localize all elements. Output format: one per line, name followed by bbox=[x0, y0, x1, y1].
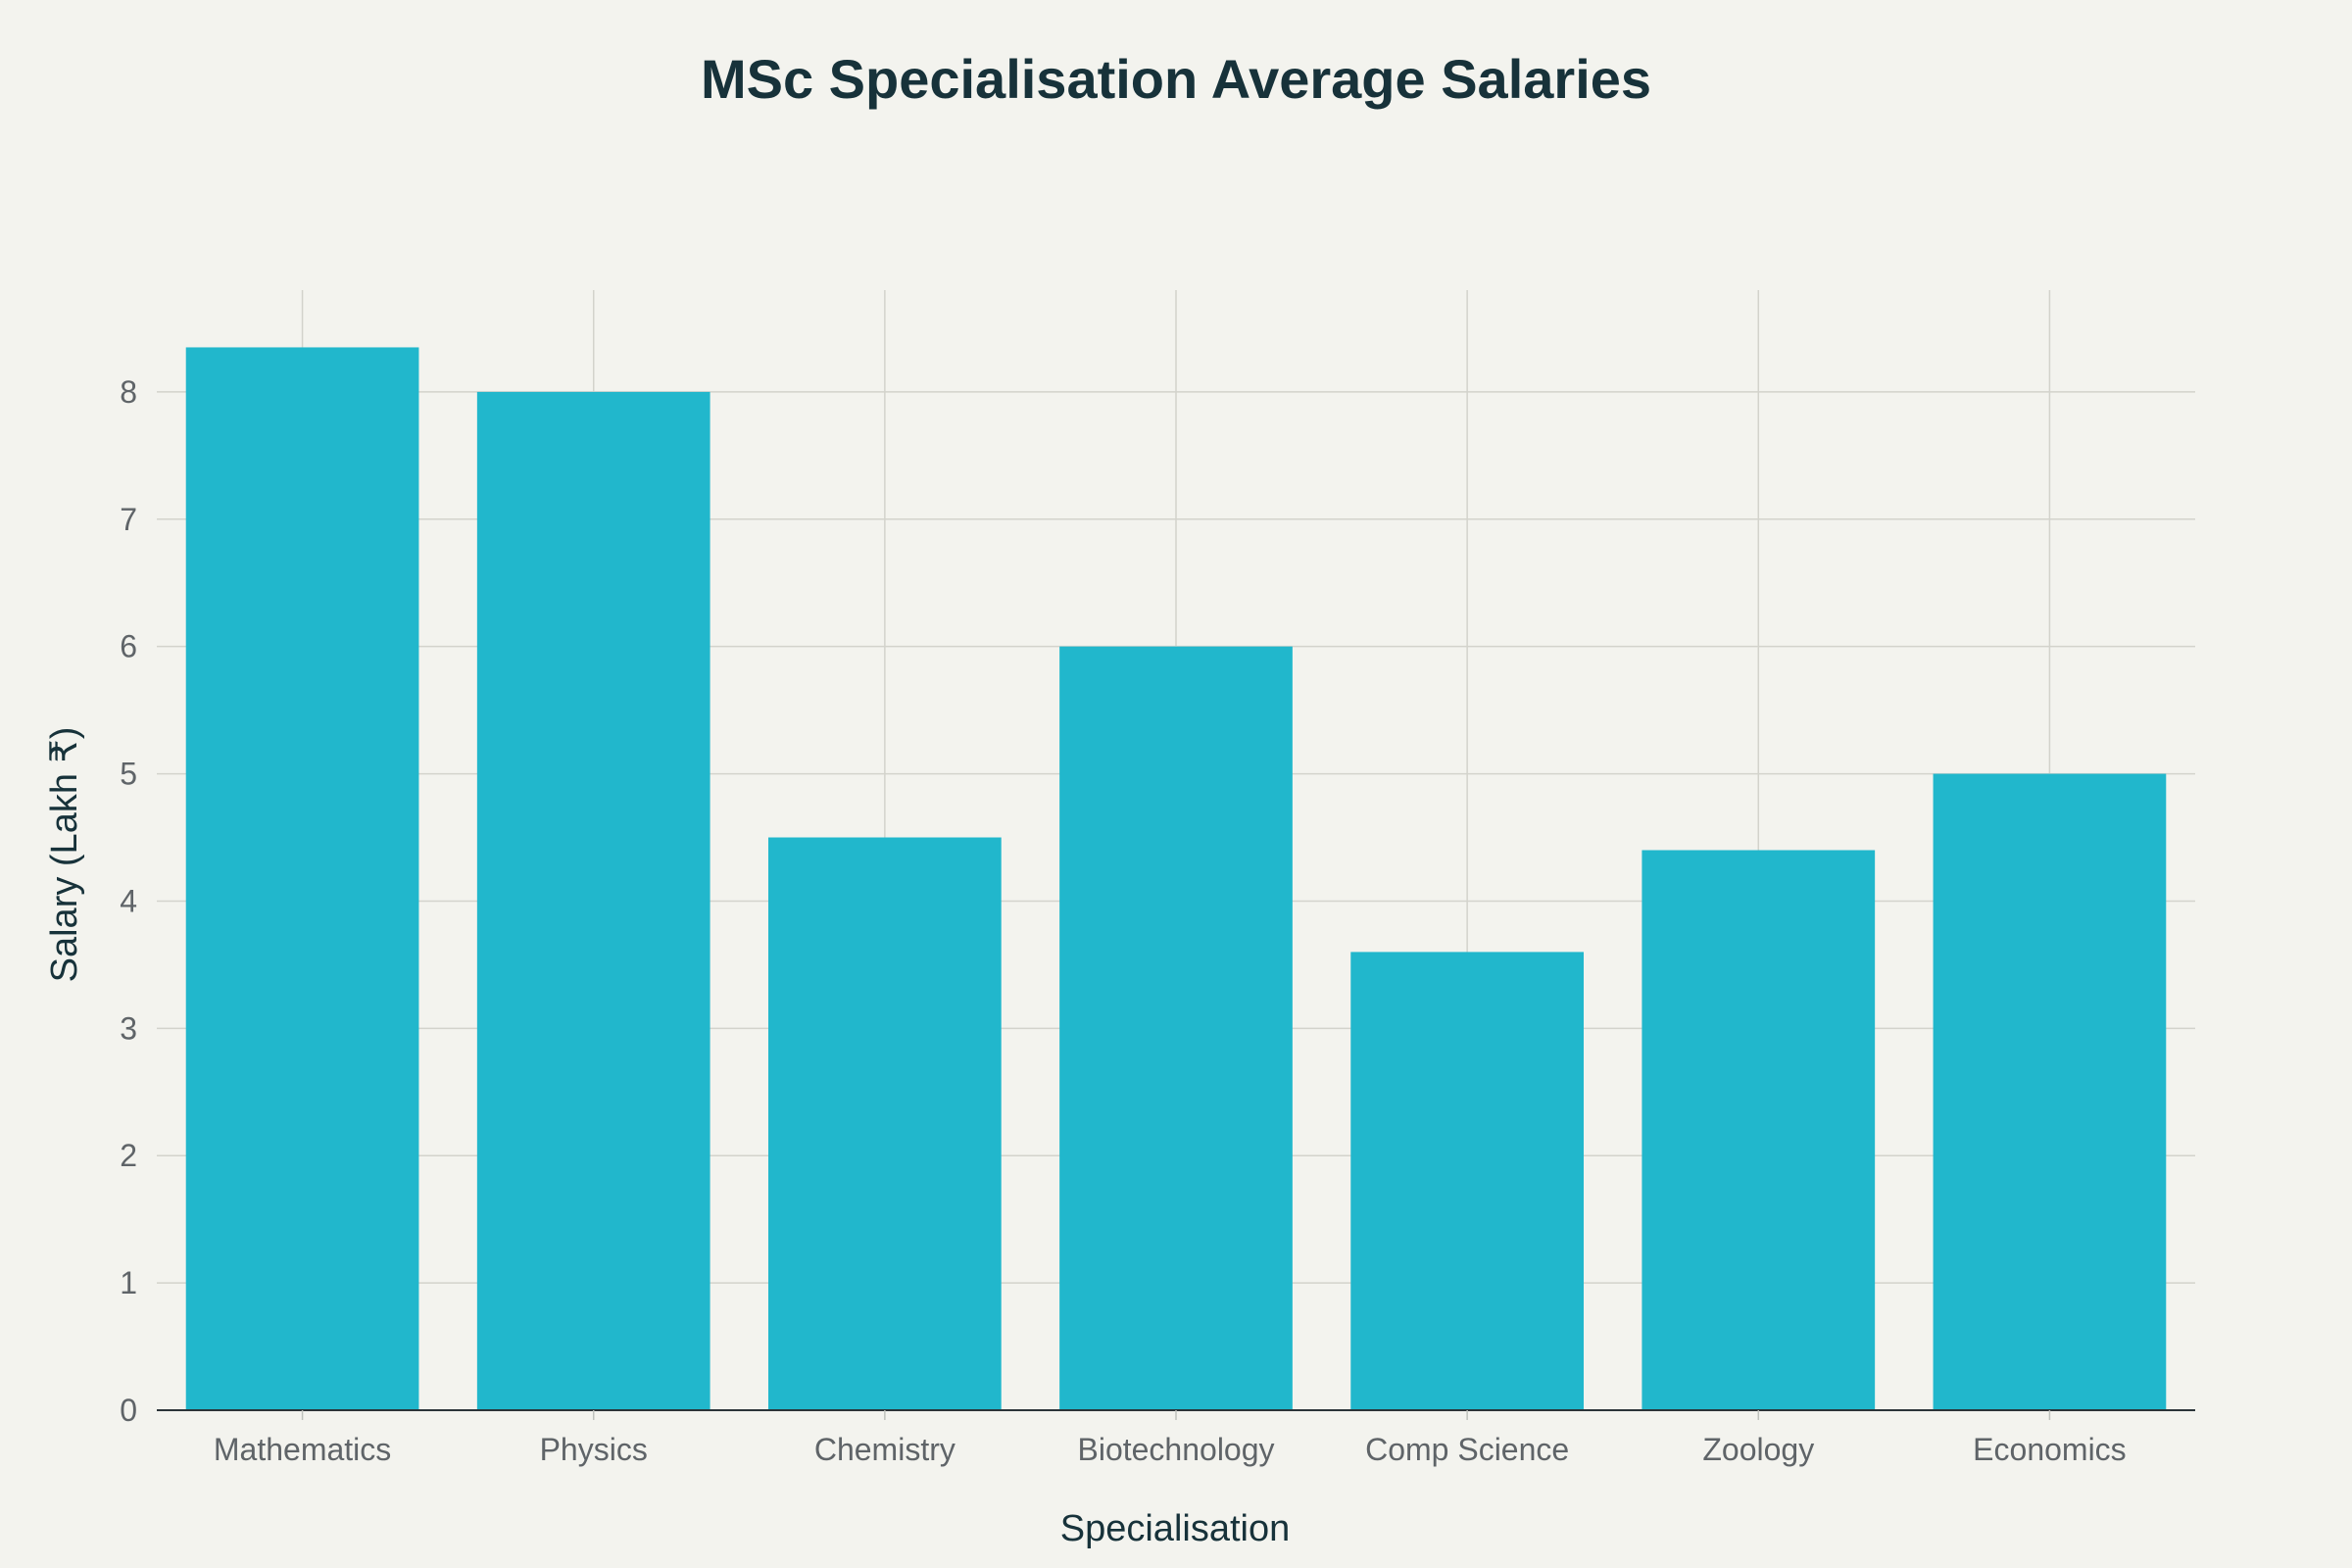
chart-title: MSc Specialisation Average Salaries bbox=[701, 48, 1651, 110]
y-tick-label: 4 bbox=[120, 883, 137, 918]
x-tick-label: Physics bbox=[540, 1432, 648, 1467]
bar-chemistry[interactable] bbox=[768, 837, 1002, 1410]
x-tick-label: Comp Science bbox=[1365, 1432, 1569, 1467]
x-tick-label: Economics bbox=[1973, 1432, 2127, 1467]
y-axis-title: Salary (Lakh ₹) bbox=[44, 727, 85, 983]
tick-labels: 0 1 2 3 4 5 6 7 8 Mathematics Physics Chemistry Biot… bbox=[120, 374, 2126, 1467]
bar-economics[interactable] bbox=[1933, 773, 2167, 1410]
bar-comp-science[interactable] bbox=[1350, 952, 1584, 1410]
y-tick-label: 1 bbox=[120, 1265, 137, 1300]
x-tick-label: Chemistry bbox=[814, 1432, 956, 1467]
bar-zoology[interactable] bbox=[1642, 850, 1876, 1411]
x-axis-title: Specialisation bbox=[1060, 1508, 1290, 1549]
bars bbox=[185, 347, 2167, 1411]
y-tick-label: 8 bbox=[120, 374, 137, 410]
y-tick-label: 3 bbox=[120, 1010, 137, 1046]
x-tick-label: Zoology bbox=[1702, 1432, 1814, 1467]
x-tick-label: Mathematics bbox=[214, 1432, 391, 1467]
bar-physics[interactable] bbox=[476, 391, 710, 1411]
bar-biotechnology[interactable] bbox=[1059, 646, 1293, 1410]
y-tick-label: 0 bbox=[120, 1393, 137, 1428]
y-tick-label: 5 bbox=[120, 757, 137, 792]
y-tick-label: 6 bbox=[120, 629, 137, 664]
y-tick-label: 2 bbox=[120, 1138, 137, 1173]
bar-mathematics[interactable] bbox=[185, 347, 419, 1410]
y-tick-label: 7 bbox=[120, 502, 137, 537]
x-tick-label: Biotechnology bbox=[1077, 1432, 1274, 1467]
axes bbox=[157, 1409, 2195, 1420]
